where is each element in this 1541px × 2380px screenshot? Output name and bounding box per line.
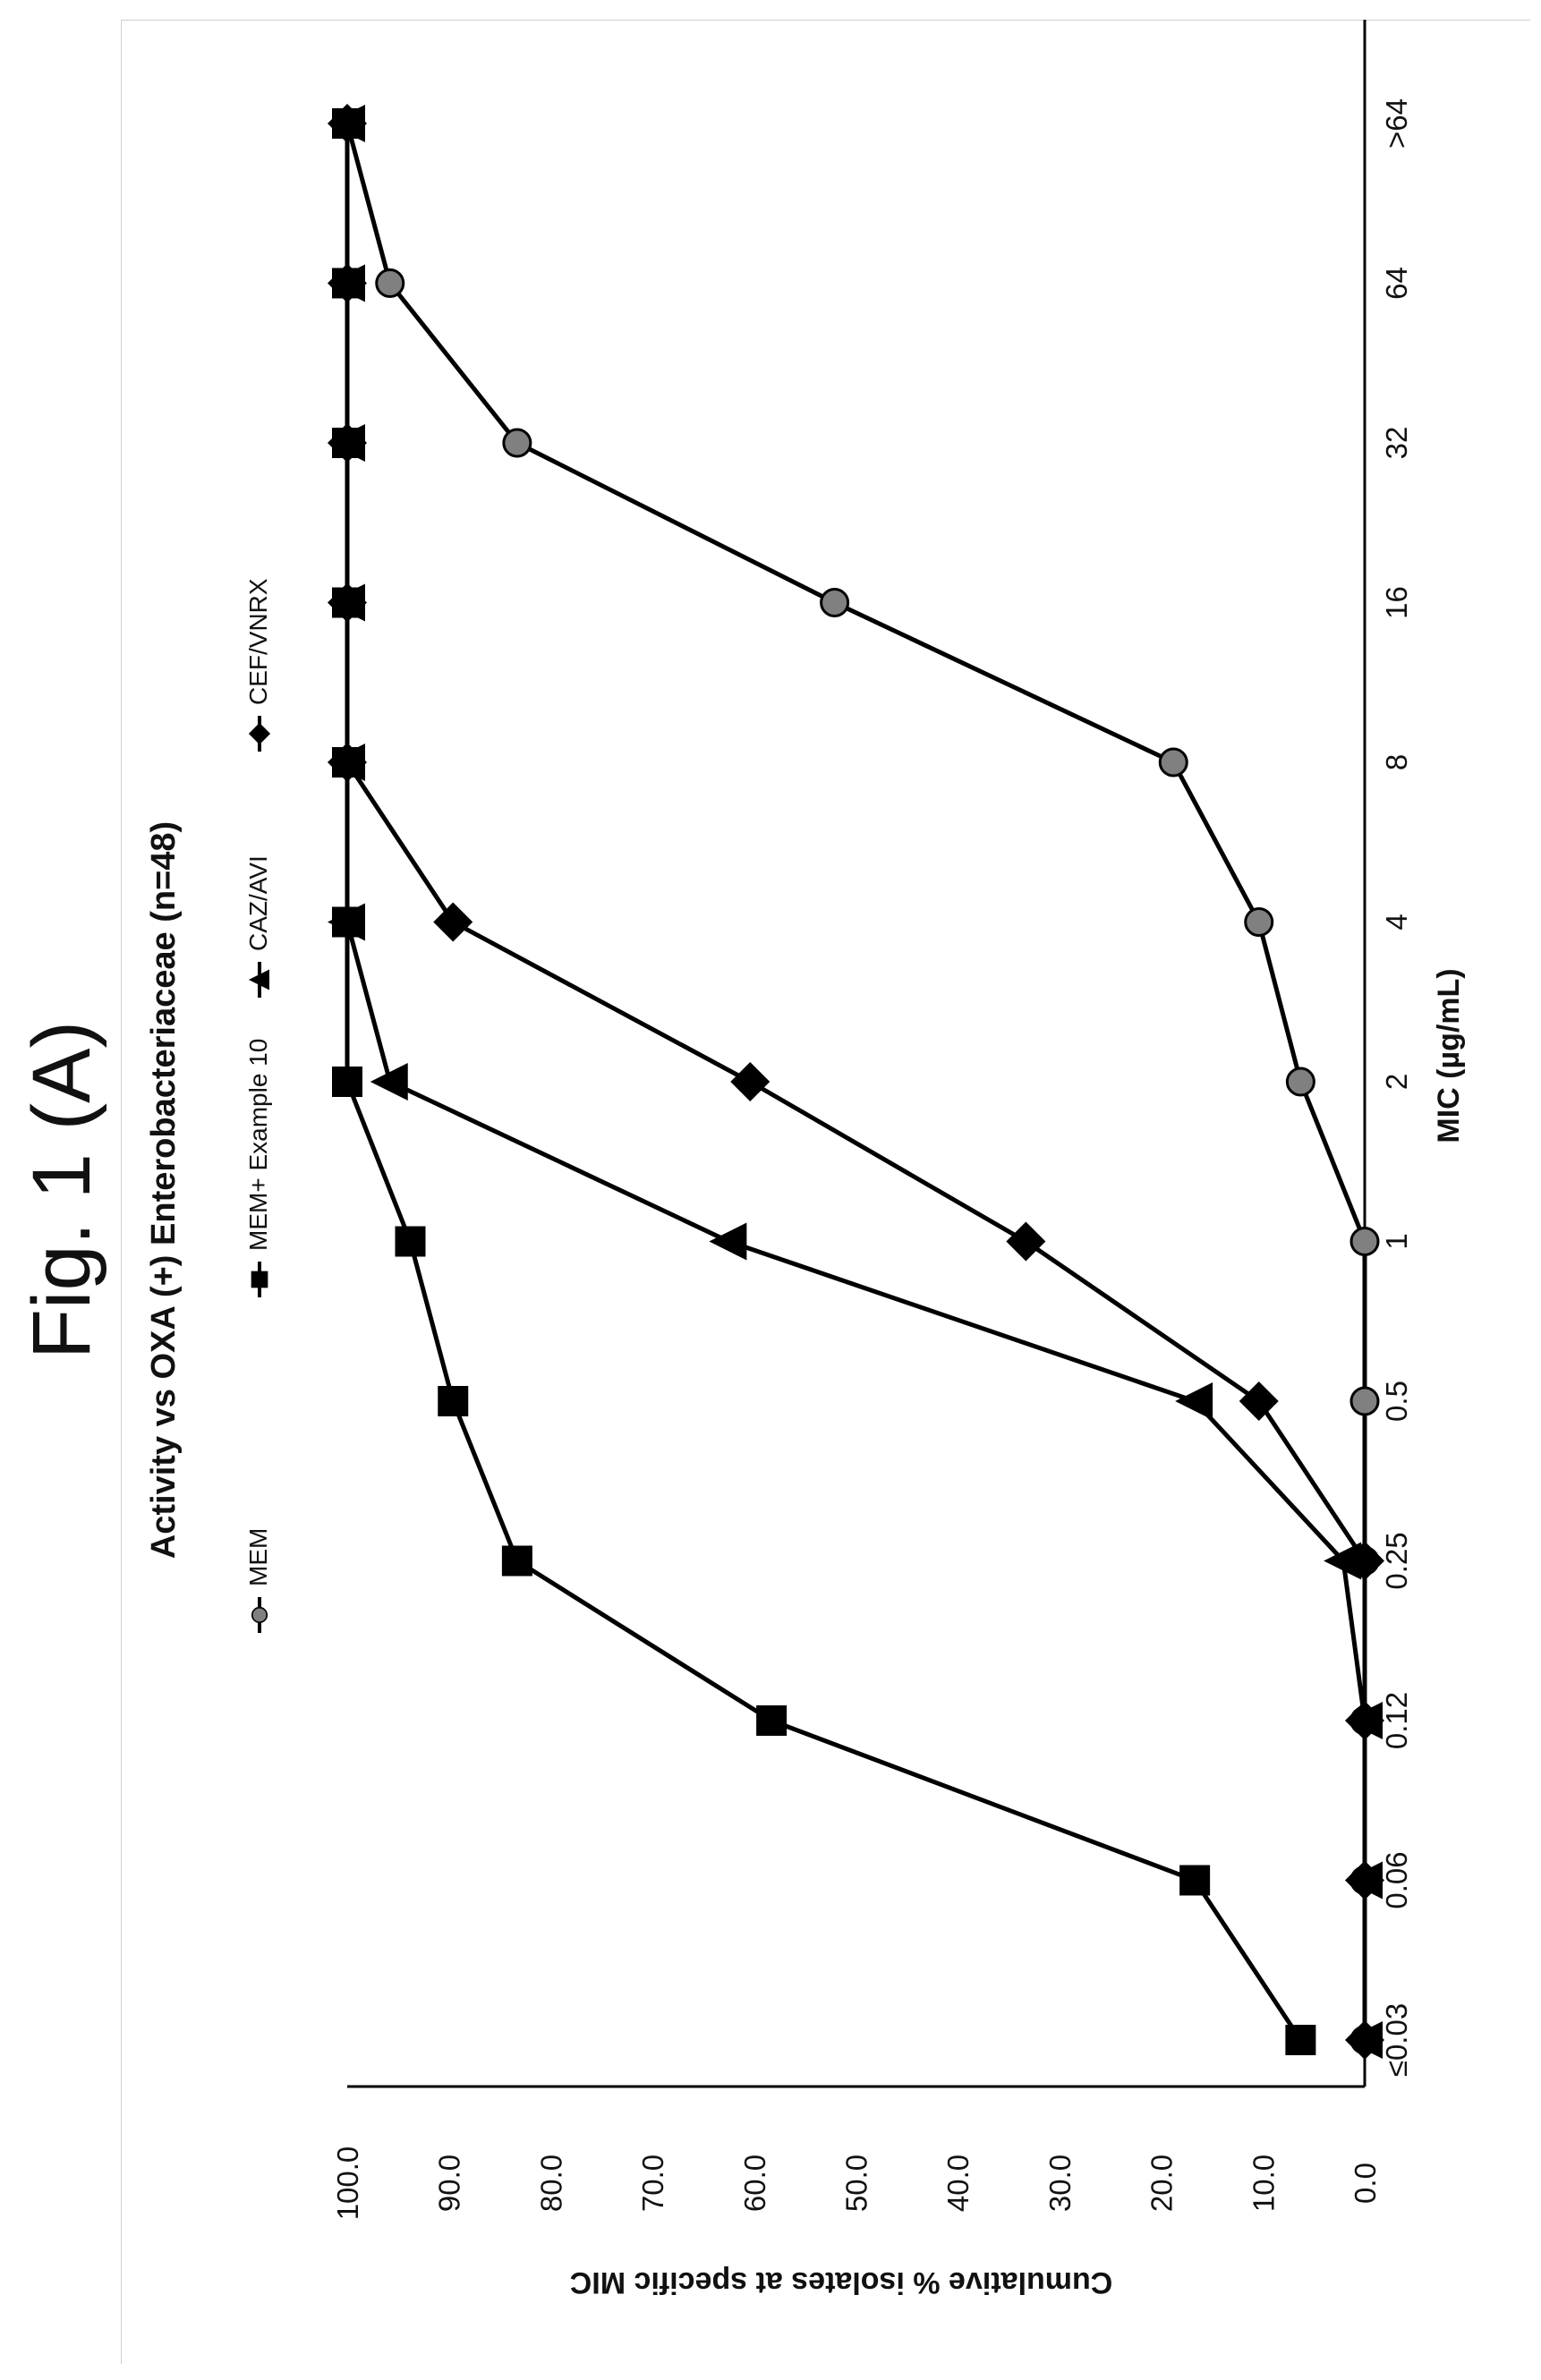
data-point [501,1545,532,1577]
data-point [1239,1381,1279,1421]
legend-label: MEM+ Example 10 [244,1039,272,1251]
data-point [332,1067,362,1097]
y-tick-label: 30.0 [1043,2155,1077,2212]
data-point [820,588,850,617]
data-point [328,903,365,941]
series-cef-vnrx [328,104,1384,2060]
y-tick-label: 100.0 [331,2146,364,2221]
data-point [1285,1067,1315,1097]
x-axis-ticks: ≤0.03 0.06 0.12 0.25 0.5 1 2 4 8 16 32 64 >64 [1380,98,1413,2077]
y-axis-label: Cumulative % isolates at specific MIC [570,2265,1113,2299]
legend-marker [251,1271,268,1288]
data-point [1345,1701,1384,1740]
x-tick-label: ≤0.03 [1380,2003,1413,2077]
x-tick-label: 4 [1380,914,1413,930]
data-point [1179,1865,1211,1896]
data-point [730,1062,770,1101]
chart-title: Activity vs OXA (+) Enterobacteriaceae (… [145,821,183,1559]
data-point [1006,1221,1046,1262]
figure-label: Fig. 1 (A) [16,1021,107,1359]
y-tick-label: 90.0 [433,2155,466,2212]
series-mem [332,108,1380,2055]
legend: MEM MEM+ Example 10 CAZ/AVI CEF/VNRX [244,578,272,1633]
y-tick-label: 40.0 [941,2155,975,2212]
page-border [121,20,1530,2364]
legend-marker [248,969,269,990]
data-point [395,1226,426,1257]
data-point [438,1386,469,1416]
legend-item: MEM+ Example 10 [244,1039,272,1297]
data-point [328,263,367,303]
data-point [328,423,367,463]
data-point [328,582,367,623]
y-tick-label: 80.0 [534,2155,567,2212]
x-tick-label: 1 [1380,1233,1413,1249]
x-tick-label: 0.25 [1380,1532,1413,1589]
data-point [375,268,405,298]
data-point [370,1063,408,1101]
data-point [328,743,367,782]
series-mem-example-10 [332,108,1316,2055]
legend-label: CEF/VNRX [244,578,272,705]
x-tick-label: 16 [1380,586,1413,619]
legend-marker [251,1606,268,1624]
x-tick-label: 2 [1380,1074,1413,1090]
x-tick-label: >64 [1380,98,1413,149]
x-tick-label: 32 [1380,427,1413,460]
data-point [1285,2025,1316,2055]
y-tick-label: 0.0 [1349,2163,1382,2204]
series-caz-avi [328,105,1383,2059]
data-point [502,428,532,458]
data-point [328,104,367,143]
data-point [1345,1860,1384,1900]
y-tick-label: 70.0 [636,2155,669,2212]
data-point [1345,1541,1384,1581]
x-tick-label: 0.12 [1380,1692,1413,1749]
data-point [1158,747,1188,778]
y-tick-label: 50.0 [840,2155,873,2212]
legend-marker [248,722,271,745]
x-tick-label: 0.5 [1380,1381,1413,1422]
data-point [1244,907,1274,937]
data-point [1324,1542,1362,1580]
y-axis-ticks: 0.0 10.0 20.0 30.0 40.0 50.0 60.0 70.0 80.0 90.0 1… [331,2146,1382,2221]
legend-label: CAZ/AVI [244,855,272,951]
legend-item: CAZ/AVI [244,855,272,998]
axes [347,20,1366,2088]
x-tick-label: 64 [1380,267,1413,300]
x-tick-label: 8 [1380,754,1413,770]
legend-item: MEM [244,1528,272,1633]
data-point [1345,2020,1384,2060]
x-tick-label: 0.06 [1380,1851,1413,1908]
x-axis-label: MIC (µg/mL) [1432,968,1466,1143]
legend-item: CEF/VNRX [244,578,272,752]
data-point [1349,1386,1380,1416]
y-tick-label: 60.0 [738,2155,771,2212]
data-point [709,1222,747,1261]
legend-label: MEM [244,1528,272,1586]
y-tick-label: 10.0 [1247,2155,1280,2212]
data-point [756,1705,788,1736]
plot-area [328,104,1384,2060]
data-point [1349,1227,1380,1256]
data-point [1175,1382,1213,1420]
y-tick-label: 20.0 [1145,2155,1179,2212]
data-point [433,902,473,942]
